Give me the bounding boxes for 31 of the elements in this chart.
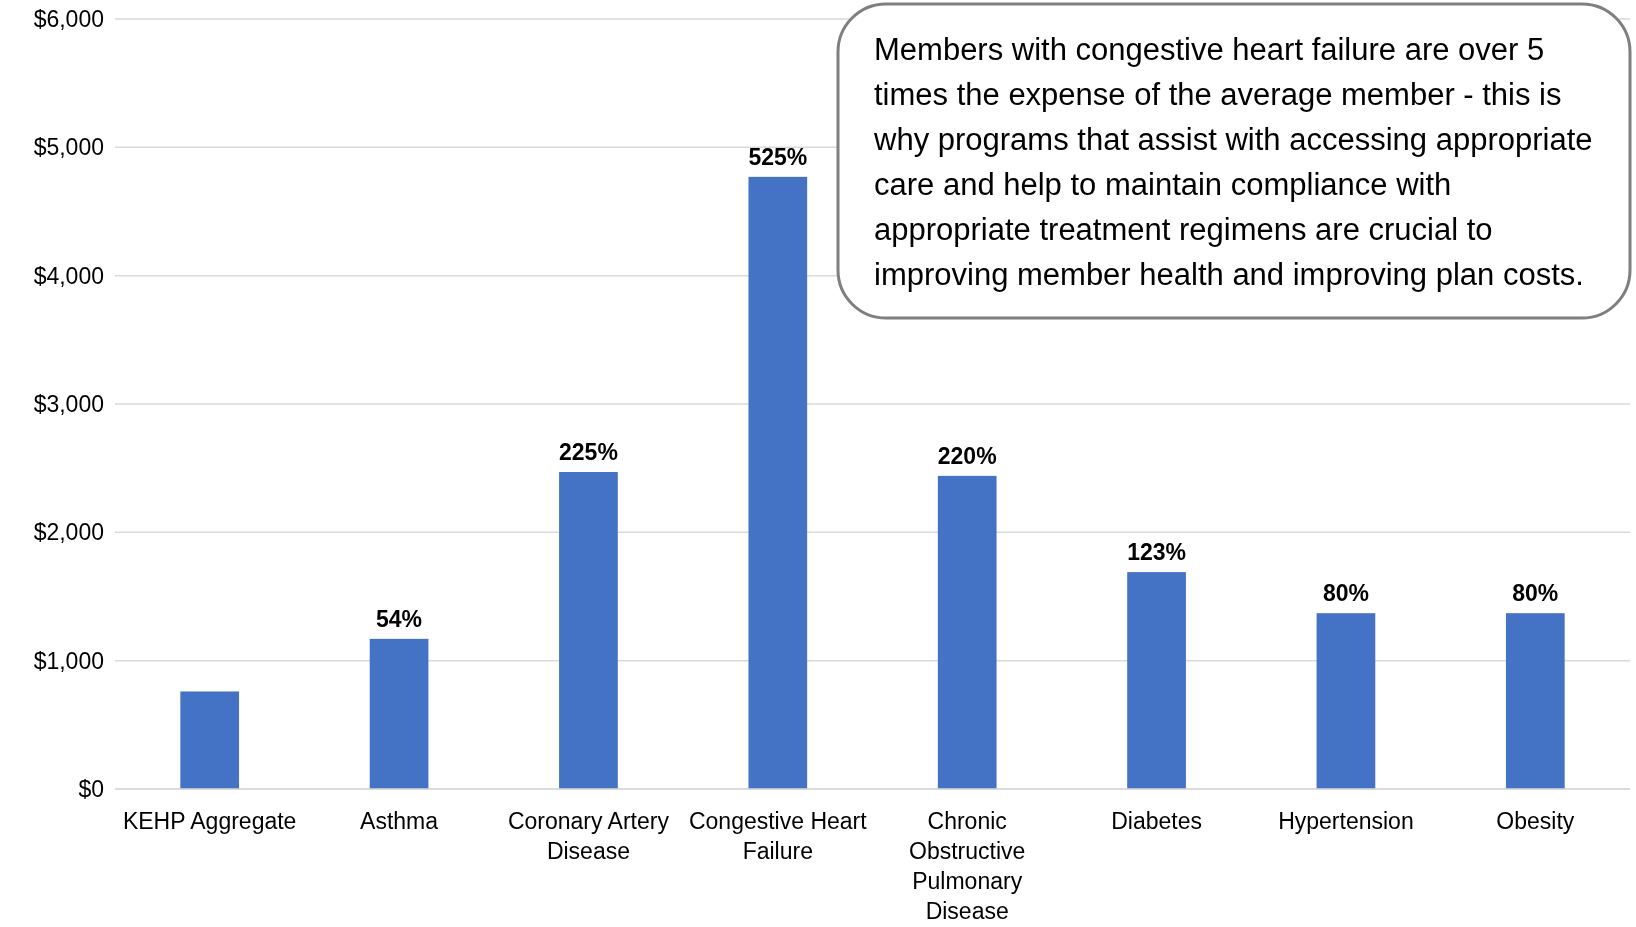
- y-tick-label: $2,000: [33, 519, 104, 546]
- bar: [748, 176, 808, 789]
- annotation: 80%: [1512, 580, 1559, 607]
- x-tick-label: Coronary Artery Disease: [507, 808, 670, 864]
- x-tick-label: Obesity: [1496, 808, 1575, 834]
- annotation: 123%: [1127, 539, 1186, 566]
- x-tick-label: Diabetes: [1111, 808, 1202, 834]
- x-tick-label: Asthma: [360, 808, 439, 834]
- annotation: 220%: [937, 442, 997, 469]
- y-tick-label: $6,000: [33, 5, 104, 32]
- bar: [180, 691, 240, 789]
- bar: [369, 638, 429, 789]
- bar: [1316, 613, 1376, 789]
- annotation: Members with congestive heart failure are over 5 times the expense of the average member - this is why programs that assist with accessing appropriate care and help to maintain compliance with appropriate treatment regimens are crucial to improving member health and improving plan costs.: [873, 32, 1593, 292]
- annotation: 54%: [376, 605, 423, 632]
- bar: [559, 472, 618, 789]
- x-tick-label: Congestive Heart Failure: [688, 808, 868, 864]
- bar: [937, 475, 997, 789]
- x-tick-label: Hypertension: [1278, 808, 1414, 834]
- y-tick-label: $3,000: [33, 390, 104, 417]
- x-tick-label: KEHP Aggregate: [122, 808, 297, 834]
- x-tick-label: Chronic Obstructive Pulmonary Disease: [909, 808, 1026, 924]
- annotation: 80%: [1322, 580, 1369, 607]
- y-tick-label: $1,000: [33, 647, 104, 674]
- bar: [1127, 572, 1186, 789]
- annotation: 225%: [559, 439, 618, 466]
- y-tick-label: $0: [78, 775, 104, 802]
- annotation: 525%: [748, 143, 808, 170]
- y-tick-label: $5,000: [33, 134, 104, 161]
- bar: [1505, 613, 1565, 789]
- y-tick-label: $4,000: [33, 262, 104, 289]
